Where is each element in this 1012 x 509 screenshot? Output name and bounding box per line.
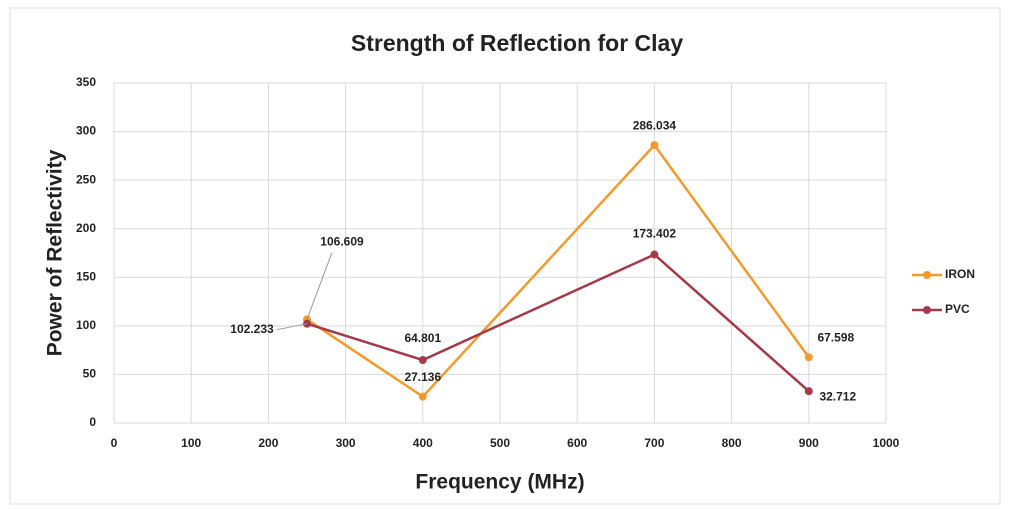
y-tick-label: 300 [76, 124, 96, 138]
y-tick-label: 350 [76, 75, 96, 89]
legend-marker [923, 306, 931, 314]
data-point [650, 141, 659, 150]
y-tick-label: 50 [83, 367, 97, 381]
x-tick-label: 900 [799, 436, 819, 450]
data-label: 173.402 [633, 227, 677, 241]
data-point [650, 250, 659, 259]
x-tick-label: 0 [111, 436, 118, 450]
x-tick-label: 200 [258, 436, 278, 450]
leader-line [276, 323, 308, 331]
data-label: 286.034 [633, 118, 677, 132]
y-tick-label: 150 [76, 269, 96, 283]
series-line [306, 143, 810, 399]
data-label: 64.801 [404, 331, 441, 345]
x-tick-label: 300 [336, 436, 356, 450]
y-tick-label: 0 [89, 415, 96, 429]
data-label: 67.598 [817, 331, 854, 345]
data-point [418, 392, 427, 401]
x-axis-label: Frequency (MHz) [415, 471, 584, 494]
x-tick-label: 400 [413, 436, 433, 450]
legend-marker [923, 271, 931, 279]
data-label: 32.712 [819, 389, 856, 403]
y-axis-label: Power of Reflectivity [44, 149, 67, 356]
x-tick-label: 500 [490, 436, 510, 450]
legend-label: PVC [945, 302, 970, 316]
y-tick-label: 200 [76, 221, 96, 235]
x-tick-label: 1000 [873, 436, 900, 450]
x-tick-label: 600 [567, 436, 587, 450]
legend-label: IRON [945, 267, 975, 281]
leader-line [306, 252, 333, 320]
data-point [804, 353, 813, 362]
y-tick-label: 100 [76, 318, 96, 332]
data-label: 102.233 [230, 322, 274, 336]
x-tick-label: 800 [722, 436, 742, 450]
data-label: 27.136 [404, 370, 441, 384]
data-point [418, 356, 427, 365]
y-tick-label: 250 [76, 172, 96, 186]
chart-title: Strength of Reflection for Clay [351, 30, 683, 56]
x-tick-label: 100 [181, 436, 201, 450]
chart-frame [9, 7, 1001, 505]
x-tick-label: 700 [644, 436, 664, 450]
data-point [804, 387, 813, 396]
series-line [306, 253, 810, 393]
data-label: 106.609 [320, 235, 364, 249]
